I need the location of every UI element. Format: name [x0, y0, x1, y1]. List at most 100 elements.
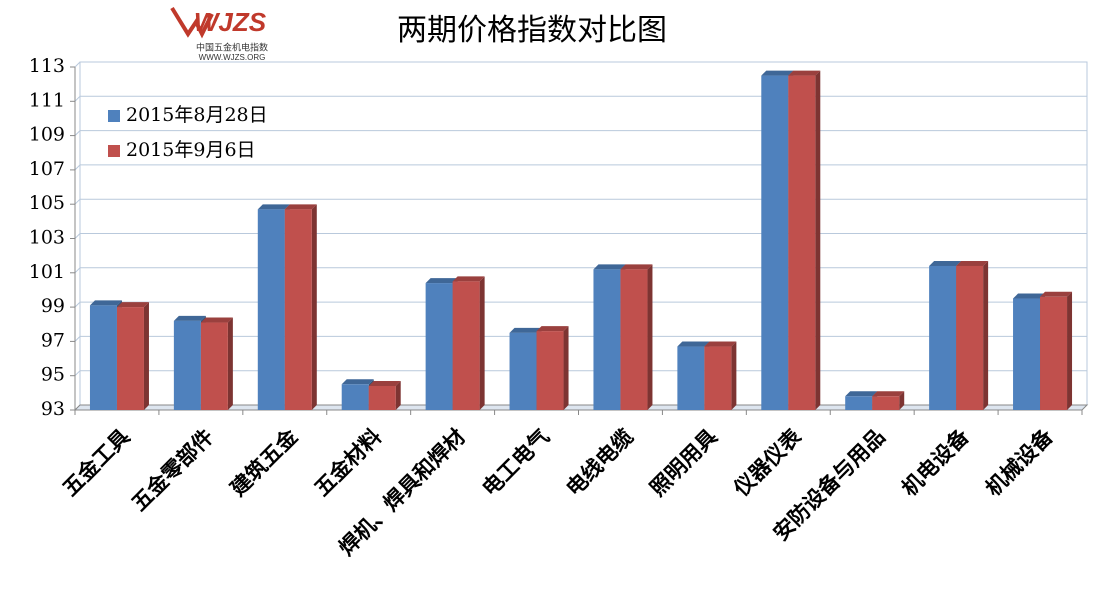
bar-top: [704, 341, 737, 347]
legend-label: 2015年8月28日: [126, 104, 268, 126]
bar: [1040, 296, 1068, 410]
bar: [593, 269, 621, 410]
grid-line: [74, 164, 1087, 171]
bar-top: [341, 379, 374, 385]
bar-side: [731, 341, 737, 410]
bar: [452, 281, 480, 410]
legend-swatch: [108, 145, 120, 157]
bar-top: [536, 326, 569, 332]
y-tick-label: 107: [29, 158, 65, 180]
bar: [677, 346, 705, 410]
bar-side: [479, 276, 485, 410]
bar: [200, 322, 228, 410]
bar: [704, 346, 732, 410]
bar-top: [509, 327, 542, 333]
logo-arrow: [170, 6, 214, 39]
chart-title: 两期价格指数对比图: [397, 13, 667, 48]
bar-side: [1067, 291, 1073, 410]
bar-top: [1040, 291, 1073, 297]
y-tick-label: 93: [41, 398, 65, 420]
y-tick-label: 99: [41, 295, 65, 317]
bar-top: [200, 317, 233, 323]
grid-line: [74, 335, 1087, 342]
logo-url: WWW.WJZS.ORG: [199, 53, 266, 62]
grid-line: [74, 130, 1087, 136]
y-tick-label: 103: [29, 227, 65, 249]
grid-line: [74, 301, 1087, 308]
bar-top: [1013, 293, 1046, 299]
bar-top: [929, 260, 962, 266]
bar-top: [845, 391, 878, 397]
y-tick-label: 111: [29, 89, 65, 111]
legend-swatch: [108, 110, 120, 122]
bar-top: [116, 302, 149, 308]
bar: [620, 269, 648, 410]
bar: [116, 307, 144, 410]
bar-side: [395, 380, 401, 410]
grid-line: [74, 61, 1087, 68]
bar: [929, 265, 957, 410]
x-tick-label: 机电设备: [896, 423, 974, 501]
bar-side: [227, 317, 233, 410]
bar: [368, 385, 396, 410]
x-tick-label: 仪器仪表: [728, 423, 806, 501]
grid-line: [74, 370, 1087, 377]
x-tick-label: 五金工具: [57, 424, 134, 501]
grid-line: [74, 267, 1087, 274]
bar: [425, 283, 453, 410]
x-tick-label: 照明用具: [645, 424, 722, 501]
x-tick-label: 建筑五金: [225, 423, 303, 501]
logo: WJZS 中国五金机电指数 WWW.WJZS.ORG: [170, 6, 268, 62]
x-tick-label: 电工电气: [477, 424, 554, 501]
bar-top: [677, 341, 710, 347]
bar-top: [620, 264, 653, 270]
legend-label: 2015年9月6日: [126, 139, 256, 161]
bar-top: [788, 70, 821, 76]
grid-line: [74, 233, 1087, 239]
y-tick-label: 109: [29, 124, 65, 146]
bar-top: [761, 70, 794, 76]
bar-top: [425, 278, 458, 284]
bar-side: [647, 264, 653, 410]
x-tick-label: 机械设备: [980, 423, 1058, 501]
bar-side: [143, 302, 149, 410]
y-tick-label: 97: [41, 329, 65, 351]
bar-top: [368, 380, 401, 386]
bar-top: [257, 204, 290, 210]
bar: [284, 209, 312, 410]
bar-top: [284, 204, 317, 210]
bar-top: [872, 391, 905, 397]
y-tick-label: 95: [41, 364, 65, 386]
bar-top: [452, 276, 485, 282]
bar-side: [563, 326, 569, 410]
logo-name: 中国五金机电指数: [196, 41, 268, 52]
bar: [509, 332, 537, 410]
grid-line: [74, 198, 1087, 205]
bar: [956, 265, 984, 410]
bar-side: [815, 70, 821, 410]
y-tick-label: 105: [29, 192, 65, 214]
bar: [845, 396, 873, 410]
x-tick-label: 电线电缆: [561, 424, 638, 501]
bar: [872, 396, 900, 410]
bar: [536, 331, 564, 410]
bar: [89, 305, 117, 410]
x-tick-label: 五金零部件: [126, 424, 218, 516]
y-tick-label: 113: [29, 55, 65, 77]
bar: [173, 320, 201, 410]
x-tick-label: 五金材料: [309, 424, 386, 501]
bar-side: [899, 391, 905, 410]
bar-side: [311, 204, 317, 410]
bar-top: [89, 300, 122, 306]
grid-line: [74, 95, 1087, 102]
bar: [788, 75, 816, 410]
bar-top: [956, 260, 989, 266]
y-tick-label: 101: [29, 261, 65, 283]
logo-mark: WJZS: [194, 7, 267, 37]
bar: [1013, 298, 1041, 410]
bar-side: [983, 260, 989, 410]
bar-top: [173, 315, 206, 321]
bar: [341, 384, 369, 410]
